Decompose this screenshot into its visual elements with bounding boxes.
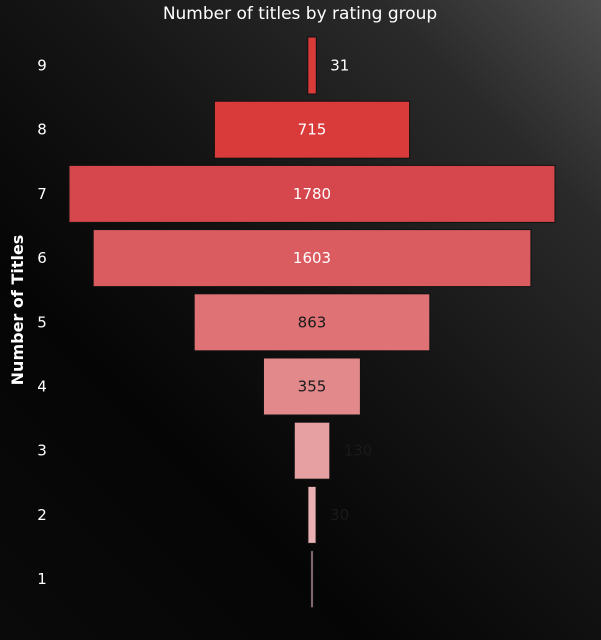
y-tick-4: 4 — [37, 378, 47, 396]
chart-title: Number of titles by rating group — [163, 4, 437, 24]
funnel-bar-4 — [263, 357, 361, 416]
funnel-bar-6 — [92, 229, 532, 288]
value-label-2: 30 — [330, 506, 349, 524]
funnel-marks: 9 31 8 715 7 1780 6 1603 5 863 4 355 3 130 2 30 1 — [37, 36, 556, 609]
value-label-5: 863 — [298, 313, 327, 331]
value-label-9: 31 — [330, 57, 349, 75]
y-tick-7: 7 — [37, 185, 47, 203]
value-label-3: 130 — [344, 442, 373, 460]
funnel-bar-2 — [307, 485, 317, 544]
funnel-bar-8 — [213, 100, 411, 159]
y-axis-label: Number of Titles — [8, 235, 27, 386]
y-tick-6: 6 — [37, 249, 47, 267]
funnel-bar-3 — [293, 421, 331, 480]
value-label-8: 715 — [298, 121, 327, 139]
funnel-bar-7 — [68, 164, 556, 223]
y-tick-5: 5 — [37, 313, 47, 331]
y-tick-8: 8 — [37, 121, 47, 139]
value-label-4: 355 — [298, 378, 327, 396]
y-tick-3: 3 — [37, 442, 47, 460]
funnel-bar-9 — [307, 36, 317, 95]
y-tick-9: 9 — [37, 57, 47, 75]
value-label-7: 1780 — [293, 185, 331, 203]
value-label-6: 1603 — [293, 249, 331, 267]
y-tick-1: 1 — [37, 570, 47, 588]
funnel-bar-5 — [193, 293, 431, 352]
y-tick-2: 2 — [37, 506, 47, 524]
funnel-bar-1 — [310, 550, 314, 609]
